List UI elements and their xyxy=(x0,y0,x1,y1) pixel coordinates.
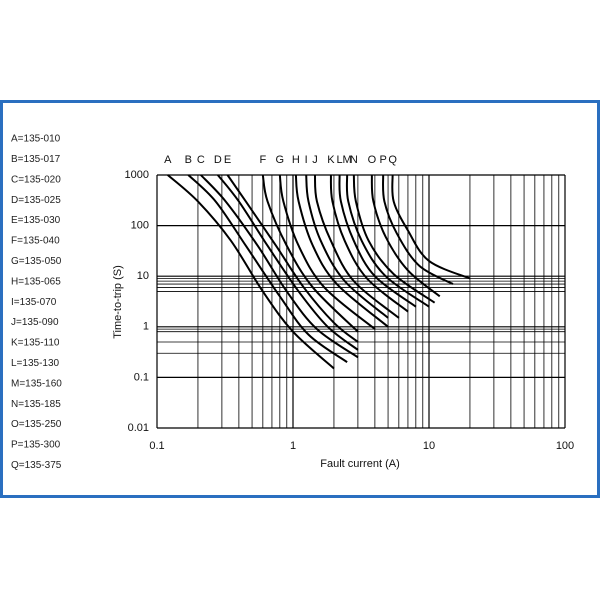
curve-label: M xyxy=(343,154,352,166)
curve xyxy=(381,174,454,285)
curve xyxy=(370,174,441,298)
curve xyxy=(345,174,430,308)
curve xyxy=(352,174,436,304)
y-tick-label: 1 xyxy=(143,321,149,333)
curve xyxy=(261,174,359,333)
legend-entry: C=135-020 xyxy=(11,174,61,185)
legend-entry: J=135-090 xyxy=(11,317,59,328)
curve-label: K xyxy=(327,154,335,166)
y-axis-label: Time-to-trip (S) xyxy=(112,265,124,339)
curve xyxy=(391,174,471,280)
curve xyxy=(200,174,359,359)
legend-entry: K=135-110 xyxy=(11,338,60,349)
curve-label: L xyxy=(337,154,343,166)
curve-label: J xyxy=(312,154,318,166)
frame xyxy=(0,100,600,498)
legend-entry: D=135-025 xyxy=(11,195,61,206)
curve-label: F xyxy=(259,154,266,166)
y-tick-label: 0.01 xyxy=(128,422,149,434)
curve xyxy=(313,174,400,319)
x-tick-label: 100 xyxy=(556,440,574,452)
legend-entry: O=135-250 xyxy=(11,419,62,430)
curve-label: E xyxy=(224,154,231,166)
x-tick-label: 1 xyxy=(290,440,296,452)
x-tick-label: 0.1 xyxy=(149,440,164,452)
curve xyxy=(305,174,389,319)
y-tick-label: 100 xyxy=(131,220,149,232)
y-tick-label: 1000 xyxy=(125,169,149,181)
curve xyxy=(294,174,389,328)
legend-entry: B=135-017 xyxy=(11,154,61,165)
legend-entry: G=135-050 xyxy=(11,256,62,267)
curve xyxy=(338,174,417,308)
legend-entry: M=135-160 xyxy=(11,378,62,389)
curve-label: O xyxy=(368,154,377,166)
curve-label: D xyxy=(214,154,222,166)
y-tick-label: 10 xyxy=(137,270,149,282)
curve xyxy=(329,174,409,313)
curve-label: I xyxy=(305,154,308,166)
legend-entry: L=135-130 xyxy=(11,358,60,369)
legend-entry: N=135-185 xyxy=(11,399,61,410)
curve xyxy=(187,174,348,363)
curve-label: Q xyxy=(388,154,397,166)
curve xyxy=(226,174,359,343)
legend-entry: Q=135-375 xyxy=(11,460,62,471)
curve-label: P xyxy=(379,154,386,166)
curve-label: G xyxy=(276,154,285,166)
curve-label: N xyxy=(350,154,358,166)
legend-entry: E=135-030 xyxy=(11,215,61,226)
curve-label: B xyxy=(185,154,192,166)
legend-entry: I=135-070 xyxy=(11,297,57,308)
x-tick-label: 10 xyxy=(423,440,435,452)
legend-entry: A=135-010 xyxy=(11,134,61,145)
curve xyxy=(217,174,359,351)
legend-entry: H=135-065 xyxy=(11,276,61,287)
curve-label: H xyxy=(292,154,300,166)
curve-label: A xyxy=(164,154,172,166)
y-tick-label: 0.1 xyxy=(134,371,149,383)
curve-label: C xyxy=(197,154,205,166)
x-axis-label: Fault current (A) xyxy=(320,458,399,470)
legend-entry: P=135-300 xyxy=(11,440,61,451)
curve xyxy=(167,174,335,370)
curve xyxy=(278,174,376,330)
legend-entry: F=135-040 xyxy=(11,236,60,247)
